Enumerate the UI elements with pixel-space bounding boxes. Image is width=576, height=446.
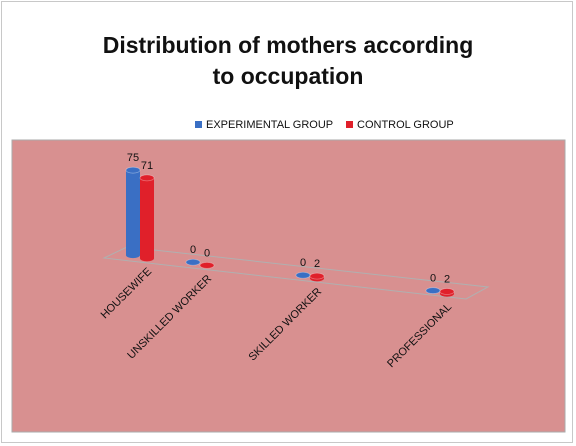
bar bbox=[199, 262, 215, 269]
bar-top bbox=[185, 258, 201, 266]
bar bbox=[139, 174, 155, 262]
bar bbox=[439, 288, 455, 297]
bar bbox=[185, 258, 201, 266]
data-label: 75 bbox=[127, 152, 139, 164]
data-label: 2 bbox=[444, 273, 450, 285]
data-label: 0 bbox=[430, 272, 436, 284]
data-label: 0 bbox=[300, 257, 306, 269]
legend-swatch bbox=[195, 121, 202, 128]
data-label: 0 bbox=[190, 244, 196, 256]
legend-label: EXPERIMENTAL GROUP bbox=[206, 119, 333, 131]
bar-top bbox=[425, 287, 441, 294]
bar-body bbox=[126, 170, 140, 256]
legend-label: CONTROL GROUP bbox=[357, 119, 454, 131]
data-label: 0 bbox=[204, 247, 210, 259]
bar-top bbox=[199, 262, 215, 269]
bar-top bbox=[125, 166, 141, 174]
data-label: 2 bbox=[314, 258, 320, 270]
bar bbox=[425, 287, 441, 294]
bar bbox=[309, 272, 325, 282]
bar bbox=[125, 166, 141, 259]
bar-top bbox=[309, 272, 325, 280]
bar-top bbox=[439, 288, 455, 295]
plot-area bbox=[11, 139, 566, 433]
bar-top bbox=[139, 174, 155, 182]
data-label: 71 bbox=[141, 160, 153, 172]
bar-top bbox=[295, 271, 311, 279]
bar-body bbox=[140, 177, 154, 259]
bar bbox=[295, 271, 311, 279]
chart-title: Distribution of mothers according to occ… bbox=[102, 32, 474, 89]
floor bbox=[102, 246, 490, 300]
legend-swatch bbox=[346, 121, 353, 128]
